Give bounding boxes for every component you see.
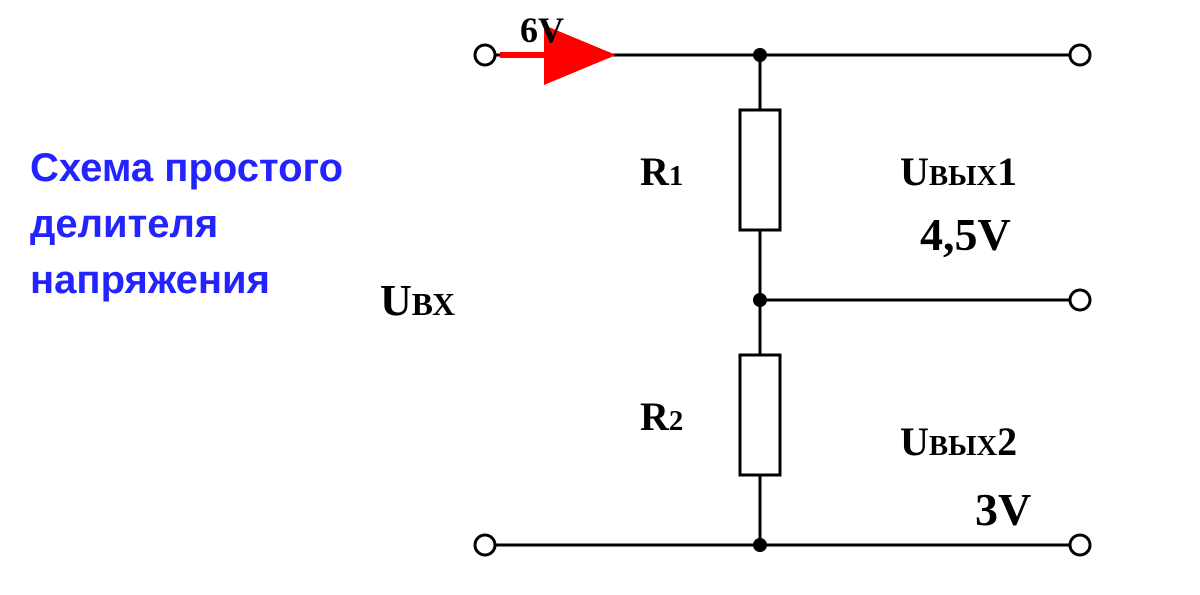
resistor-r1: [740, 110, 780, 230]
diagram-title: Схема простого делителя напряжения: [30, 140, 410, 308]
resistor-r2: [740, 355, 780, 475]
diagram-canvas: { "title": { "text": "Схема простого дел…: [0, 0, 1200, 595]
terminal-in-bot: [475, 535, 495, 555]
label-r1: R1: [640, 149, 683, 194]
terminal-out-bot: [1070, 535, 1090, 555]
node-bot: [753, 538, 767, 552]
node-top: [753, 48, 767, 62]
terminal-in-top: [475, 45, 495, 65]
label-uout1: UВЫХ1: [900, 149, 1017, 194]
terminal-out-top: [1070, 45, 1090, 65]
terminal-out-mid: [1070, 290, 1090, 310]
node-mid: [753, 293, 767, 307]
label-r2: R2: [640, 394, 683, 439]
label-input-voltage: 6V: [520, 10, 564, 50]
label-uout2-value: 3V: [975, 484, 1031, 535]
label-uout2: UВЫХ2: [900, 419, 1017, 464]
label-uout1-value: 4,5V: [920, 209, 1011, 260]
